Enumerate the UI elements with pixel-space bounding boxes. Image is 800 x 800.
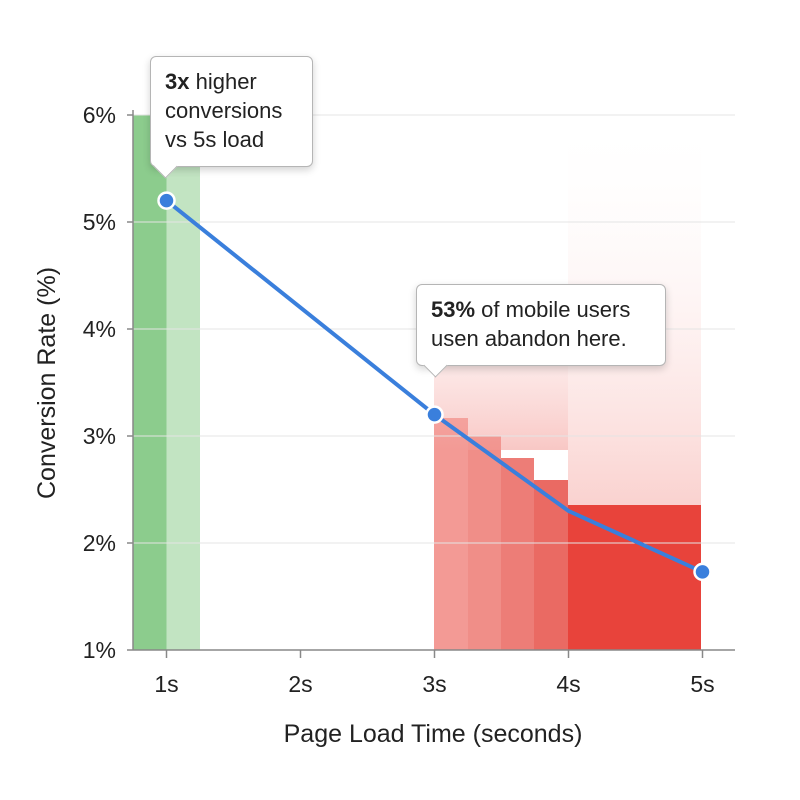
x-tick-label: 4s [556, 671, 580, 697]
background-zones [133, 115, 701, 650]
callout-mobile-abandon: 53% of mobile users usen abandon here. [416, 284, 666, 378]
data-points [157, 191, 712, 582]
slow-zone-band [501, 458, 534, 650]
callout-line-1: 3x higher [165, 67, 298, 96]
y-tick-label: 4% [83, 316, 116, 342]
y-tick-labels: 1% 2% 3% 4% 5% 6% [83, 102, 116, 663]
data-point [425, 405, 444, 424]
slow-zone-bands [434, 300, 701, 650]
callout-bold: 53% [431, 297, 476, 322]
y-tick-label: 5% [83, 209, 116, 235]
x-tick-label: 5s [690, 671, 714, 697]
x-axis-title: Page Load Time (seconds) [284, 720, 583, 748]
conversion-line [164, 198, 705, 574]
x-tick-label: 1s [154, 671, 178, 697]
callout-bold: 3x [165, 69, 190, 94]
slow-zone-band [568, 505, 701, 650]
y-tick-label: 1% [83, 637, 116, 663]
fast-zone-band-light [166, 160, 200, 650]
data-point [157, 191, 176, 210]
callout-line-2: usen abandon here. [431, 326, 627, 351]
callout-line-1: 53% of mobile users [431, 295, 651, 324]
y-tick-label: 6% [83, 102, 116, 128]
callout-line-3: vs 5s load [165, 127, 265, 152]
callout-line-2: conversions [165, 98, 283, 123]
slow-zone-band [434, 418, 468, 650]
callout-text: higher [189, 69, 257, 94]
y-tick-label: 2% [83, 530, 116, 556]
data-point [693, 562, 712, 582]
y-tick-label: 3% [83, 423, 116, 449]
x-tick-label: 3s [422, 671, 446, 697]
y-axis-title: Conversion Rate (%) [33, 267, 61, 499]
callout-3x-higher-conversions: 3x higher conversions vs 5s load [150, 56, 313, 179]
axes [127, 110, 735, 658]
x-tick-labels: 1s 2s 3s 4s 5s [154, 671, 714, 697]
x-tick-label: 2s [288, 671, 312, 697]
callout-text: of mobile users [475, 297, 631, 322]
